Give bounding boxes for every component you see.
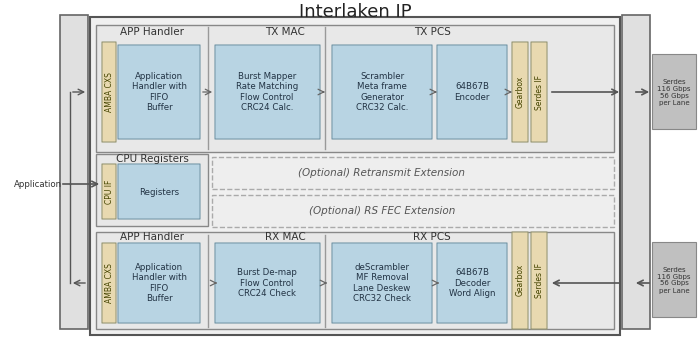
Text: Interlaken IP: Interlaken IP (299, 3, 412, 21)
FancyBboxPatch shape (102, 42, 116, 142)
FancyBboxPatch shape (215, 45, 320, 139)
Text: Application
Handler with
FIFO
Buffer: Application Handler with FIFO Buffer (132, 72, 186, 112)
Text: AMBA CXS: AMBA CXS (104, 263, 113, 303)
Bar (60, 15, 88, 329)
Text: Burst Mapper
Rate Matching
Flow Control
CRC24 Calc.: Burst Mapper Rate Matching Flow Control … (236, 72, 298, 112)
Text: Gearbox: Gearbox (515, 76, 524, 108)
Bar (652, 242, 696, 317)
Text: Application: Application (14, 179, 62, 188)
Text: Burst De-map
Flow Control
CRC24 Check: Burst De-map Flow Control CRC24 Check (237, 268, 297, 298)
Text: Registers: Registers (139, 187, 179, 196)
FancyBboxPatch shape (531, 232, 547, 329)
Text: CPU Registers: CPU Registers (116, 154, 188, 164)
Bar (652, 54, 696, 129)
Text: Serdes
116 Gbps
56 Gbps
per Lane: Serdes 116 Gbps 56 Gbps per Lane (657, 78, 691, 105)
Text: Serdes IF: Serdes IF (535, 75, 543, 110)
Bar (96, 25, 614, 152)
FancyBboxPatch shape (332, 45, 432, 139)
Bar (96, 232, 614, 329)
Bar (96, 154, 208, 226)
FancyBboxPatch shape (437, 243, 507, 323)
Text: Serdes
116 Gbps
56 Gbps
per Lane: Serdes 116 Gbps 56 Gbps per Lane (657, 266, 691, 294)
FancyBboxPatch shape (215, 243, 320, 323)
FancyBboxPatch shape (332, 243, 432, 323)
Text: RX MAC: RX MAC (265, 232, 305, 242)
FancyBboxPatch shape (512, 42, 528, 142)
Text: APP Handler: APP Handler (120, 232, 184, 242)
Text: TX MAC: TX MAC (265, 27, 305, 37)
Text: TX PCS: TX PCS (414, 27, 450, 37)
Text: 64B67B
Decoder
Word Align: 64B67B Decoder Word Align (449, 268, 496, 298)
Bar (212, 157, 614, 189)
FancyBboxPatch shape (102, 243, 116, 323)
Text: RX PCS: RX PCS (413, 232, 451, 242)
Text: AMBA CXS: AMBA CXS (104, 72, 113, 112)
FancyBboxPatch shape (512, 232, 528, 329)
Text: 64B67B
Encoder: 64B67B Encoder (454, 82, 490, 102)
Bar (622, 15, 650, 329)
Bar (212, 195, 614, 227)
FancyBboxPatch shape (118, 45, 200, 139)
Text: Serdes IF: Serdes IF (535, 262, 543, 297)
FancyBboxPatch shape (118, 243, 200, 323)
Text: (Optional) Retransmit Extension: (Optional) Retransmit Extension (298, 168, 466, 178)
Text: (Optional) RS FEC Extension: (Optional) RS FEC Extension (309, 206, 455, 216)
Text: Scrambler
Meta frame
Generator
CRC32 Calc.: Scrambler Meta frame Generator CRC32 Cal… (356, 72, 408, 112)
Text: Gearbox: Gearbox (515, 264, 524, 296)
Text: deScrambler
MF Removal
Lane Deskew
CRC32 Check: deScrambler MF Removal Lane Deskew CRC32… (353, 263, 411, 303)
FancyBboxPatch shape (531, 42, 547, 142)
Bar (90, 17, 620, 335)
Text: Application
Handler with
FIFO
Buffer: Application Handler with FIFO Buffer (132, 263, 186, 303)
Text: CPU IF: CPU IF (104, 180, 113, 204)
Text: APP Handler: APP Handler (120, 27, 184, 37)
FancyBboxPatch shape (102, 164, 116, 219)
FancyBboxPatch shape (118, 164, 200, 219)
FancyBboxPatch shape (437, 45, 507, 139)
